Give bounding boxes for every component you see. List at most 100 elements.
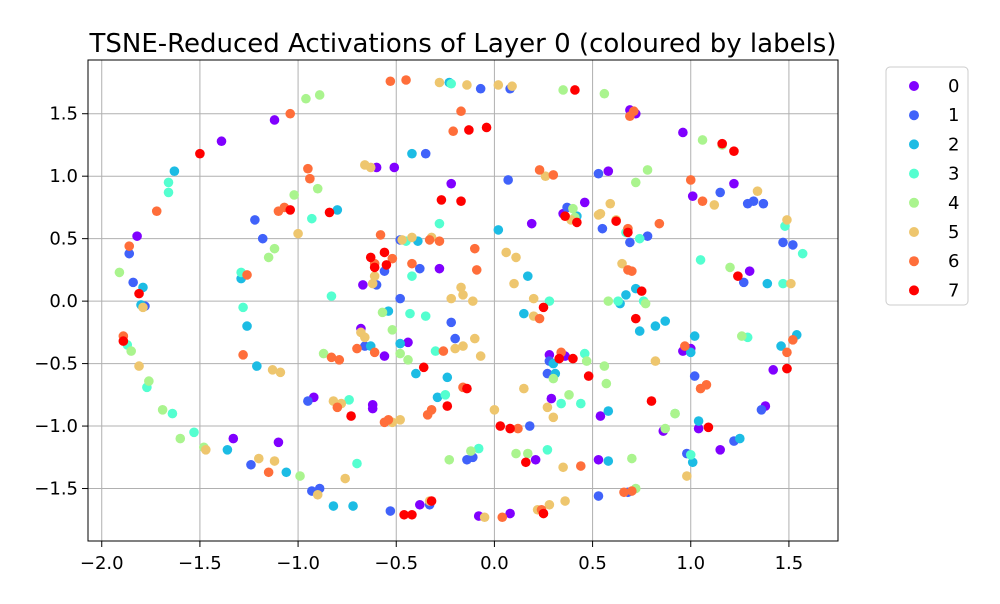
data-point-label-7 [703, 422, 714, 433]
data-point-label-5 [528, 293, 539, 304]
data-point-label-7 [436, 195, 447, 205]
data-point-label-7 [462, 383, 472, 394]
data-point-label-5 [138, 302, 148, 313]
data-point-label-7 [570, 85, 580, 95]
data-point-label-6 [788, 335, 798, 345]
data-point-label-6 [332, 402, 343, 413]
data-point-label-0 [358, 280, 368, 290]
data-point-label-4 [114, 267, 125, 278]
data-point-label-4 [558, 85, 568, 95]
y-tick-label: 1.5 [49, 104, 78, 125]
data-point-label-5 [269, 456, 280, 466]
data-point-label-1 [450, 333, 460, 344]
data-point-label-4 [548, 373, 559, 384]
data-point-label-2 [689, 331, 700, 341]
data-point-label-0 [768, 365, 779, 375]
data-point-label-3 [238, 302, 248, 313]
chart-title: TSNE-Reduced Activations of Layer 0 (col… [88, 29, 836, 59]
data-point-label-5 [365, 162, 376, 173]
data-point-label-5 [201, 444, 211, 455]
data-point-label-6 [448, 126, 458, 137]
data-point-label-1 [446, 317, 457, 328]
data-point-label-3 [440, 390, 451, 400]
data-point-label-1 [642, 231, 653, 241]
data-point-label-5 [548, 412, 559, 423]
data-point-label-2 [776, 341, 786, 351]
data-point-label-6 [303, 163, 313, 174]
data-point-label-0 [546, 393, 557, 404]
data-point-label-3 [189, 427, 199, 438]
data-point-label-2 [332, 205, 343, 215]
data-point-label-7 [729, 146, 739, 157]
data-point-label-5 [267, 365, 278, 375]
data-point-label-1 [778, 237, 788, 248]
data-point-label-2 [395, 338, 405, 349]
data-point-label-1 [593, 491, 604, 501]
data-point-label-5 [560, 496, 570, 506]
data-point-label-1 [395, 293, 405, 304]
data-point-label-1 [385, 506, 396, 516]
data-point-label-6 [619, 487, 629, 498]
data-point-label-3 [542, 444, 553, 455]
data-point-label-2 [735, 433, 745, 444]
data-point-label-0 [379, 351, 390, 361]
data-point-label-4 [403, 355, 413, 365]
data-point-label-6 [369, 347, 380, 358]
data-point-label-6 [352, 343, 362, 354]
data-point-label-2 [169, 166, 180, 176]
data-point-label-5 [468, 296, 478, 306]
legend-marker [909, 81, 919, 91]
data-point-label-4 [511, 448, 521, 459]
data-point-label-7 [646, 396, 657, 406]
data-point-label-2 [762, 278, 773, 289]
data-point-label-7 [733, 271, 743, 281]
data-point-label-2 [493, 225, 504, 235]
data-point-label-4 [725, 262, 735, 273]
data-point-label-3 [434, 218, 445, 229]
data-point-label-7 [568, 353, 578, 364]
data-point-label-7 [134, 288, 144, 299]
data-point-label-1 [250, 215, 260, 225]
data-point-label-1 [124, 248, 135, 259]
data-point-label-5 [511, 252, 521, 263]
data-point-label-6 [238, 350, 248, 360]
data-point-label-7 [418, 362, 429, 373]
data-point-label-3 [685, 449, 696, 460]
data-point-label-0 [367, 400, 378, 410]
data-point-label-4 [601, 378, 612, 389]
data-point-label-7 [118, 336, 129, 346]
data-point-label-4 [126, 346, 136, 356]
data-point-label-1 [246, 459, 256, 470]
data-point-label-6 [375, 230, 386, 240]
data-point-label-5 [395, 415, 405, 425]
data-point-label-0 [678, 127, 688, 138]
legend-frame [885, 66, 969, 306]
data-point-label-5 [544, 499, 555, 510]
data-point-label-3 [446, 78, 457, 89]
y-tick-label: 0.0 [49, 291, 78, 312]
x-tick-label: −1.5 [178, 553, 222, 574]
data-point-label-0 [579, 197, 590, 208]
legend-marker [909, 227, 919, 237]
legend-label: 6 [948, 251, 959, 272]
data-point-label-3 [695, 255, 706, 265]
data-point-label-0 [216, 136, 227, 147]
data-point-label-0 [526, 218, 537, 229]
data-point-label-5 [397, 235, 407, 245]
data-point-label-0 [389, 162, 400, 173]
y-tick-label: −1.5 [34, 479, 78, 500]
data-point-label-6 [434, 236, 445, 246]
data-point-label-4 [568, 203, 578, 214]
legend-label: 4 [948, 193, 959, 214]
data-point-label-3 [778, 278, 788, 289]
data-point-label-7 [426, 496, 437, 506]
data-point-label-6 [326, 352, 337, 363]
data-point-label-5 [593, 210, 604, 220]
data-point-label-0 [446, 178, 457, 189]
data-point-label-5 [558, 462, 568, 473]
data-point-label-2 [522, 271, 533, 281]
data-point-label-6 [534, 165, 545, 175]
data-point-label-4 [175, 433, 186, 444]
data-point-label-6 [469, 243, 480, 254]
data-point-label-3 [634, 233, 645, 244]
